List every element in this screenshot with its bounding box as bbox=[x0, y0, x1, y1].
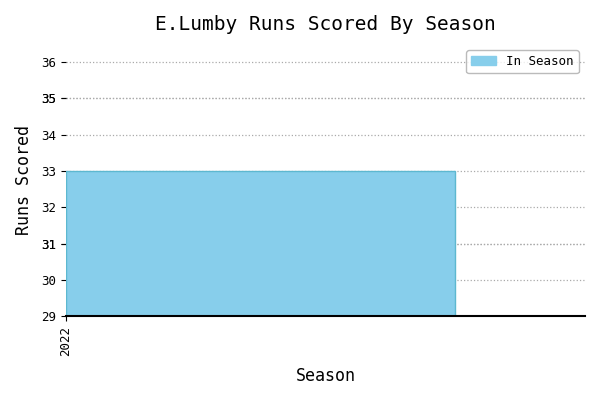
Legend: In Season: In Season bbox=[466, 50, 579, 73]
Bar bbox=[66, 171, 455, 316]
Y-axis label: Runs Scored: Runs Scored bbox=[15, 125, 33, 235]
Title: E.Lumby Runs Scored By Season: E.Lumby Runs Scored By Season bbox=[155, 15, 496, 34]
X-axis label: Season: Season bbox=[296, 367, 356, 385]
